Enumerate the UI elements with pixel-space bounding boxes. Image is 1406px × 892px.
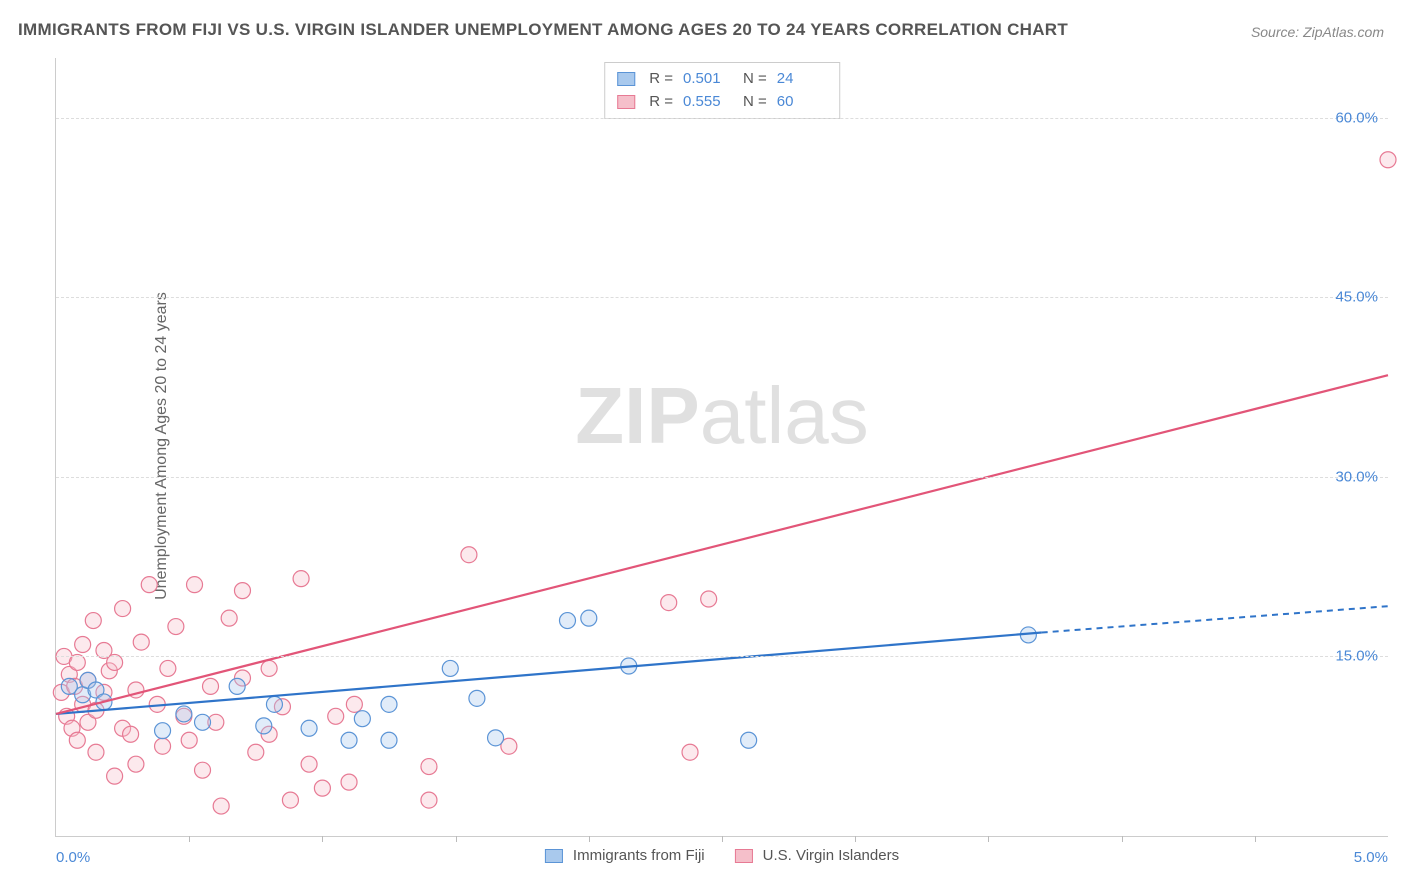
data-point xyxy=(181,732,197,748)
data-point xyxy=(461,547,477,563)
legend-item-usvi: U.S. Virgin Islanders xyxy=(735,847,899,864)
data-point xyxy=(354,711,370,727)
y-tick-label: 60.0% xyxy=(1335,109,1378,126)
source-value: ZipAtlas.com xyxy=(1303,24,1384,40)
data-point xyxy=(421,792,437,808)
y-tick-label: 45.0% xyxy=(1335,289,1378,306)
x-tick xyxy=(1255,836,1256,842)
x-tick xyxy=(589,836,590,842)
source-label: Source: xyxy=(1251,24,1299,40)
regression-line xyxy=(56,633,1042,714)
legend-item-fiji: Immigrants from Fiji xyxy=(545,847,705,864)
data-point xyxy=(128,756,144,772)
gridline xyxy=(56,656,1388,657)
data-point xyxy=(581,610,597,626)
x-tick xyxy=(456,836,457,842)
y-tick-label: 15.0% xyxy=(1335,648,1378,665)
data-point xyxy=(195,714,211,730)
data-point xyxy=(187,577,203,593)
data-point xyxy=(282,792,298,808)
data-point xyxy=(256,718,272,734)
data-point xyxy=(115,601,131,617)
data-point xyxy=(421,759,437,775)
data-point xyxy=(75,636,91,652)
data-point xyxy=(301,756,317,772)
data-point xyxy=(195,762,211,778)
legend-label-usvi: U.S. Virgin Islanders xyxy=(763,847,899,864)
data-point xyxy=(701,591,717,607)
gridline xyxy=(56,297,1388,298)
legend-swatch-usvi xyxy=(735,849,753,863)
data-point xyxy=(346,696,362,712)
data-point xyxy=(301,720,317,736)
legend-swatch-fiji xyxy=(545,849,563,863)
data-point xyxy=(293,571,309,587)
data-point xyxy=(1380,152,1396,168)
regression-line-extrapolated xyxy=(1042,606,1388,632)
data-point xyxy=(123,726,139,742)
x-tick xyxy=(322,836,323,842)
y-tick-label: 30.0% xyxy=(1335,468,1378,485)
series-legend: Immigrants from Fiji U.S. Virgin Islande… xyxy=(545,847,899,864)
data-point xyxy=(107,768,123,784)
data-point xyxy=(341,732,357,748)
data-point xyxy=(176,706,192,722)
x-axis-min-label: 0.0% xyxy=(56,849,90,866)
data-point xyxy=(381,732,397,748)
data-point xyxy=(261,660,277,676)
data-point xyxy=(381,696,397,712)
gridline xyxy=(56,118,1388,119)
data-point xyxy=(488,730,504,746)
data-point xyxy=(203,678,219,694)
data-point xyxy=(741,732,757,748)
source-attribution: Source: ZipAtlas.com xyxy=(1251,24,1384,40)
data-point xyxy=(155,723,171,739)
data-point xyxy=(559,613,575,629)
data-point xyxy=(682,744,698,760)
data-point xyxy=(221,610,237,626)
data-point xyxy=(341,774,357,790)
legend-label-fiji: Immigrants from Fiji xyxy=(573,847,705,864)
data-point xyxy=(69,732,85,748)
data-point xyxy=(328,708,344,724)
x-axis-max-label: 5.0% xyxy=(1354,849,1388,866)
data-point xyxy=(85,613,101,629)
chart-title: IMMIGRANTS FROM FIJI VS U.S. VIRGIN ISLA… xyxy=(18,20,1068,40)
x-tick xyxy=(855,836,856,842)
data-point xyxy=(234,583,250,599)
data-point xyxy=(88,744,104,760)
regression-line xyxy=(56,375,1388,714)
data-point xyxy=(266,696,282,712)
data-point xyxy=(314,780,330,796)
data-point xyxy=(213,798,229,814)
data-point xyxy=(248,744,264,760)
x-tick xyxy=(1122,836,1123,842)
x-tick xyxy=(988,836,989,842)
data-point xyxy=(229,678,245,694)
data-point xyxy=(155,738,171,754)
plot-area: ZIPatlas R = 0.501 N = 24 R = 0.555 N = … xyxy=(55,58,1388,837)
x-tick xyxy=(189,836,190,842)
data-point xyxy=(442,660,458,676)
gridline xyxy=(56,477,1388,478)
x-tick xyxy=(722,836,723,842)
data-point xyxy=(133,634,149,650)
data-point xyxy=(469,690,485,706)
data-point xyxy=(661,595,677,611)
data-point xyxy=(168,619,184,635)
chart-svg xyxy=(56,58,1388,836)
data-point xyxy=(160,660,176,676)
data-point xyxy=(141,577,157,593)
